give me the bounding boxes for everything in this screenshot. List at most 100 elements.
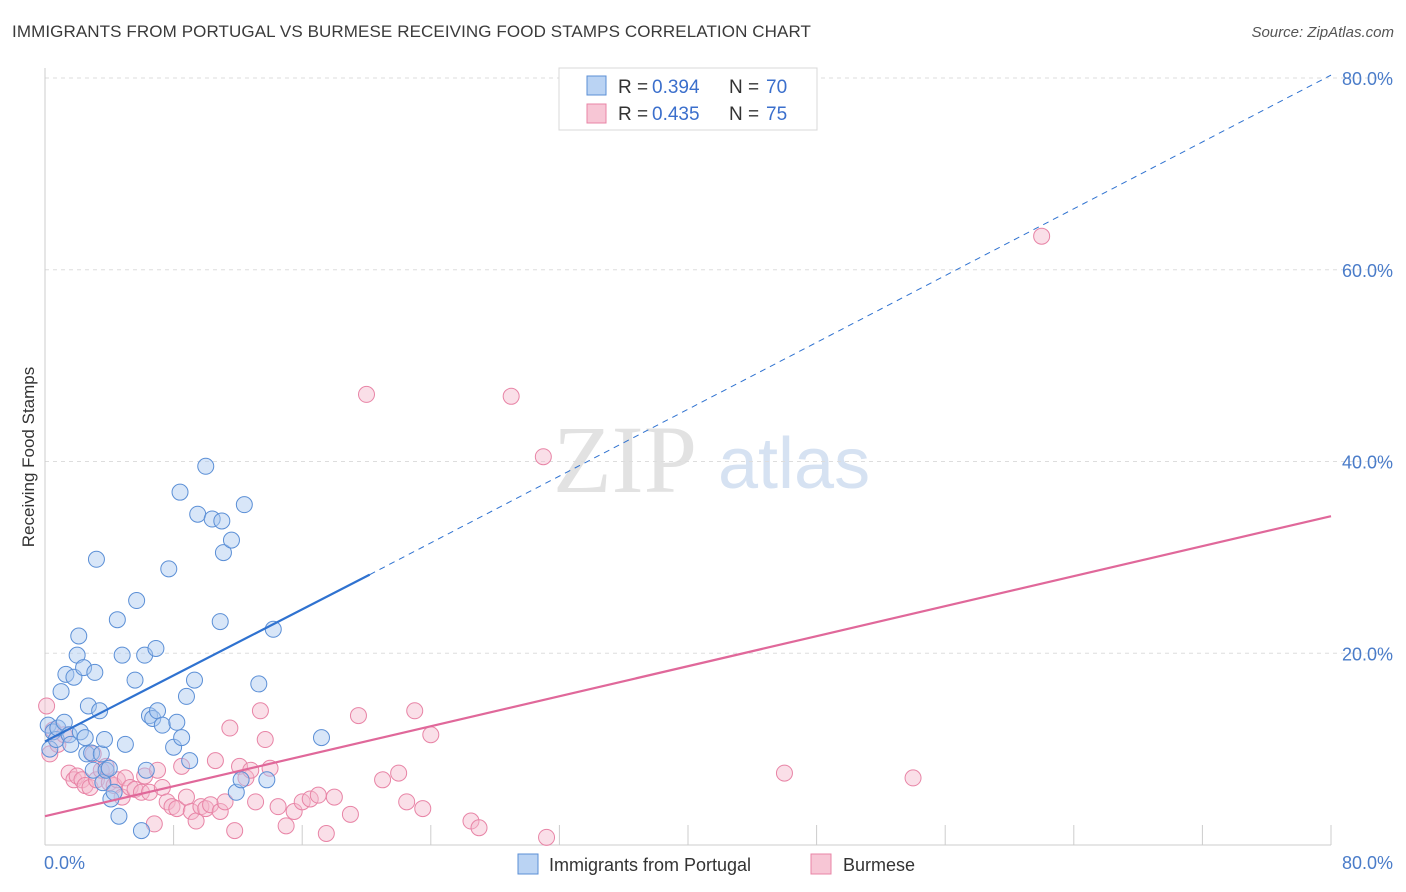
burmese-trend-line <box>44 515 1332 818</box>
burmese-point-28 <box>158 793 176 811</box>
portugal-trend-extension <box>369 74 1332 576</box>
burmese-point-63 <box>398 793 416 811</box>
burmese-point-68 <box>470 819 488 837</box>
portugal-point-62 <box>250 675 268 693</box>
series-legend-swatch-portugal <box>517 853 539 875</box>
burmese-point-41 <box>221 719 239 737</box>
chart-title: IMMIGRANTS FROM PORTUGAL VS BURMESE RECE… <box>12 22 812 41</box>
portugal-point-5 <box>52 683 70 701</box>
burmese-point-58 <box>341 805 359 823</box>
watermark-atlas: atlas <box>718 424 870 504</box>
portugal-point-1 <box>41 740 59 758</box>
legend-r-label-portugal: R = <box>618 77 648 98</box>
portugal-point-63 <box>258 771 276 789</box>
burmese-point-19 <box>116 769 134 787</box>
portugal-point-61 <box>235 496 253 514</box>
portugal-point-14 <box>75 659 93 677</box>
portugal-trend-line <box>44 573 371 743</box>
legend-n-label-portugal: N = <box>729 77 759 98</box>
legend-r-value-burmese: 0.435 <box>652 104 700 125</box>
portugal-point-9 <box>62 735 80 753</box>
portugal-points <box>39 457 330 840</box>
portugal-point-35 <box>128 592 146 610</box>
burmese-point-57 <box>325 788 343 806</box>
portugal-point-31 <box>110 807 128 825</box>
correlation-legend: R = 0.394 N = 70 R = 0.435 N = 75 <box>558 67 818 131</box>
burmese-point-61 <box>374 771 392 789</box>
series-legend-label-burmese: Burmese <box>843 855 915 875</box>
burmese-point-48 <box>256 731 274 749</box>
burmese-point-32 <box>177 788 195 806</box>
burmese-point-50 <box>269 798 287 816</box>
watermark-zip: ZIP <box>553 406 697 513</box>
portugal-point-33 <box>116 735 134 753</box>
source-label: Source: ZipAtlas.com <box>1251 24 1394 41</box>
burmese-point-33 <box>182 802 200 820</box>
burmese-point-37 <box>202 796 220 814</box>
portugal-point-32 <box>113 646 131 664</box>
legend-swatch-burmese <box>586 103 607 124</box>
x-tick-label-0: 0.0% <box>44 853 85 873</box>
legend-r-value-portugal: 0.394 <box>652 77 700 98</box>
series-legend-swatch-burmese <box>810 853 832 875</box>
axes <box>44 68 1332 846</box>
portugal-point-55 <box>211 613 229 631</box>
portugal-point-24 <box>94 774 112 792</box>
burmese-point-73 <box>904 769 922 787</box>
burmese-point-42 <box>226 822 244 840</box>
trend-lines <box>44 74 1332 818</box>
portugal-point-38 <box>137 761 155 779</box>
portugal-point-44 <box>160 560 178 578</box>
portugal-point-65 <box>312 729 330 747</box>
series-legend: Immigrants from Portugal Burmese <box>517 853 915 875</box>
x-tick-label-1: 80.0% <box>1342 853 1393 873</box>
legend-n-label-burmese: N = <box>729 104 759 125</box>
burmese-point-0 <box>38 697 56 715</box>
portugal-point-50 <box>181 752 199 770</box>
series-legend-label-portugal: Immigrants from Portugal <box>549 855 751 875</box>
grid-lines <box>45 77 1392 654</box>
burmese-point-46 <box>247 793 265 811</box>
legend-swatch-portugal <box>586 75 607 96</box>
portugal-point-23 <box>92 745 110 763</box>
portugal-point-53 <box>197 457 215 475</box>
burmese-point-55 <box>309 786 327 804</box>
burmese-point-71 <box>538 828 556 846</box>
burmese-points <box>38 227 1051 846</box>
burmese-point-56 <box>317 824 335 842</box>
portugal-point-42 <box>149 702 167 720</box>
portugal-point-34 <box>126 671 144 689</box>
portugal-point-60 <box>232 771 250 789</box>
portugal-point-49 <box>177 687 195 705</box>
portugal-point-16 <box>78 745 96 763</box>
portugal-point-12 <box>70 627 88 645</box>
burmese-point-74 <box>1033 227 1051 245</box>
burmese-point-54 <box>301 790 319 808</box>
burmese-point-14 <box>97 757 115 775</box>
y-tick-label-0: 20.0% <box>1342 644 1393 664</box>
burmese-point-69 <box>502 387 520 405</box>
burmese-point-30 <box>168 800 186 818</box>
portugal-point-41 <box>147 639 165 657</box>
portugal-point-58 <box>222 531 240 549</box>
portugal-point-30 <box>108 611 126 629</box>
burmese-point-66 <box>414 800 432 818</box>
portugal-point-6 <box>55 713 73 731</box>
portugal-point-57 <box>214 544 232 562</box>
portugal-point-21 <box>87 550 105 568</box>
burmese-point-59 <box>349 707 367 725</box>
portugal-point-59 <box>227 783 245 801</box>
burmese-point-40 <box>216 793 234 811</box>
watermark: ZIP atlas <box>553 406 870 513</box>
burmese-point-65 <box>422 726 440 744</box>
portugal-point-27 <box>100 759 118 777</box>
portugal-point-51 <box>185 671 203 689</box>
burmese-point-60 <box>358 385 375 403</box>
legend-r-label-burmese: R = <box>618 104 648 125</box>
portugal-point-26 <box>97 761 115 779</box>
portugal-point-25 <box>95 731 113 749</box>
legend-n-value-portugal: 70 <box>766 77 787 98</box>
y-tick-label-1: 40.0% <box>1342 453 1393 473</box>
burmese-point-64 <box>406 702 424 720</box>
burmese-point-47 <box>251 702 269 720</box>
